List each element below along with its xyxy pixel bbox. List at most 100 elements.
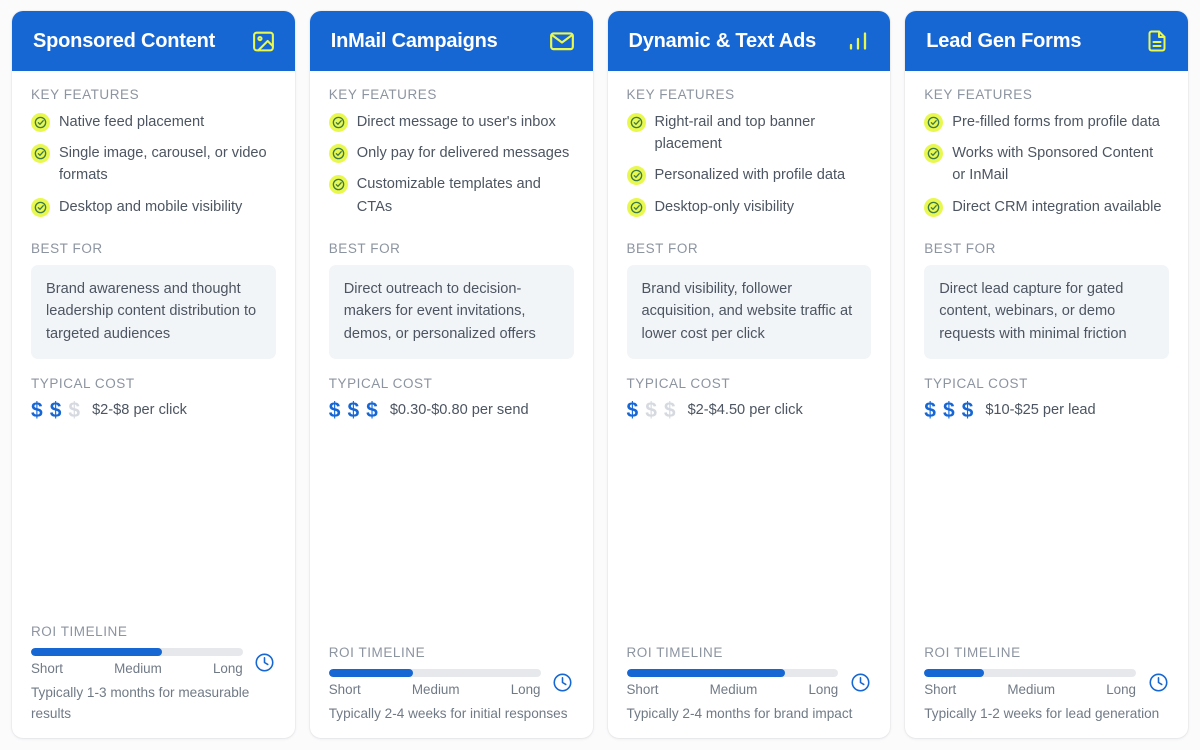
typical-cost-label: TYPICAL COST xyxy=(328,376,433,392)
best-for-text: Brand awareness and thought leadership c… xyxy=(31,264,276,360)
cost-rating: $ $ $ xyxy=(31,400,80,421)
roi-progress-fill xyxy=(924,668,984,677)
best-for-label: BEST FOR xyxy=(626,240,699,256)
card-title: Sponsored Content xyxy=(33,30,216,52)
roi-top: Short Medium Long xyxy=(31,648,276,676)
feature-item: Customizable templates and CTAs xyxy=(328,173,574,217)
check-circle-icon xyxy=(328,175,348,195)
roi-scale-medium: Medium xyxy=(709,681,758,697)
key-features-label: KEY FEATURES xyxy=(924,87,1033,102)
roi-scale-short: Short xyxy=(31,661,64,677)
roi-scale: Short Medium Long xyxy=(31,661,243,676)
feature-item: Single image, carousel, or video formats xyxy=(31,142,276,186)
card-title: Dynamic & Text Ads xyxy=(628,30,817,52)
cost-dollar-symbol: $ xyxy=(645,399,657,423)
bar-chart-icon xyxy=(846,28,872,54)
check-circle-icon xyxy=(924,144,944,164)
product-card: Dynamic & Text Ads KEY FEATURES Right-rail… xyxy=(607,11,891,738)
roi-progress-track xyxy=(626,668,839,677)
feature-item: Direct message to user's inbox xyxy=(328,111,574,133)
document-icon xyxy=(1144,28,1170,54)
check-circle-icon xyxy=(31,113,50,132)
card-body: KEY FEATURES Native feed placement Single … xyxy=(12,71,295,738)
check-circle-icon xyxy=(626,166,646,186)
features-list: Right-rail and top banner placement Perso… xyxy=(626,111,872,227)
cost-row: $ $ $ $0.30-$0.80 per send xyxy=(329,400,574,421)
cost-rating: $ $ $ xyxy=(924,400,973,421)
check-circle-icon xyxy=(924,113,944,132)
roi-timeline-label: ROI TIMELINE xyxy=(626,644,723,660)
roi-note: Typically 1-3 months for measurable resu… xyxy=(31,685,250,721)
roi-scale-long: Long xyxy=(808,681,839,697)
roi-meter: Short Medium Long xyxy=(328,668,541,697)
key-features-label: KEY FEATURES xyxy=(328,87,437,102)
clock-icon xyxy=(254,651,276,673)
cost-dollar-symbol: $ xyxy=(942,399,955,423)
check-circle-icon xyxy=(31,144,50,164)
feature-label: Direct CRM integration available xyxy=(952,198,1162,215)
roi-meter: Short Medium Long xyxy=(31,648,243,676)
cost-rating: $ $ $ xyxy=(627,400,676,421)
check-circle-icon xyxy=(626,113,646,132)
cost-range-text: $0.30-$0.80 per send xyxy=(389,402,529,419)
roi-block: ROI TIMELINE Short Medium Long Typically 1-3… xyxy=(31,624,276,724)
card-header: Lead Gen Forms xyxy=(905,11,1188,71)
cost-dollar-symbol: $ xyxy=(626,399,639,423)
cost-dollar-symbol: $ xyxy=(31,399,43,423)
roi-top: Short Medium Long xyxy=(328,668,574,697)
roi-scale-short: Short xyxy=(924,681,957,697)
typical-cost-label: TYPICAL COST xyxy=(924,376,1028,392)
clock-icon xyxy=(552,672,574,694)
cost-dollar-symbol: $ xyxy=(924,399,936,423)
roi-scale: Short Medium Long xyxy=(924,682,1136,697)
cost-range-text: $2-$4.50 per click xyxy=(687,402,803,419)
best-for-label: BEST FOR xyxy=(31,240,103,256)
key-features-label: KEY FEATURES xyxy=(31,87,140,102)
roi-meter: Short Medium Long xyxy=(924,668,1136,697)
features-list: Direct message to user's inbox Only pay f… xyxy=(328,111,574,227)
feature-label: Single image, carousel, or video formats xyxy=(59,145,267,184)
card-body: KEY FEATURES Right-rail and top banner pl… xyxy=(608,71,891,738)
card-header: InMail Campaigns xyxy=(309,11,593,71)
card-body: KEY FEATURES Direct message to user's inb… xyxy=(310,71,593,738)
feature-label: Native feed placement xyxy=(59,114,205,130)
roi-scale: Short Medium Long xyxy=(329,682,541,697)
feature-item: Right-rail and top banner placement xyxy=(626,111,872,155)
roi-note: Typically 2-4 weeks for initial response… xyxy=(328,705,568,721)
roi-timeline-label: ROI TIMELINE xyxy=(924,644,1021,660)
cost-dollar-symbol: $ xyxy=(961,399,974,423)
feature-label: Desktop and mobile visibility xyxy=(59,198,243,215)
cost-row: $ $ $ $2-$4.50 per click xyxy=(627,400,872,421)
roi-block: ROI TIMELINE Short Medium Long Typically 2-4… xyxy=(626,644,872,724)
feature-label: Works with Sponsored Content or InMail xyxy=(952,145,1154,184)
roi-progress-track xyxy=(924,668,1136,677)
roi-progress-track xyxy=(328,668,541,677)
feature-label: Pre-filled forms from profile data xyxy=(952,114,1160,130)
roi-progress-fill xyxy=(31,648,163,657)
card-header: Dynamic & Text Ads xyxy=(607,11,891,71)
card-title: InMail Campaigns xyxy=(330,30,498,52)
roi-timeline-label: ROI TIMELINE xyxy=(328,644,426,660)
feature-item: Works with Sponsored Content or InMail xyxy=(924,142,1169,186)
roi-top: Short Medium Long xyxy=(626,668,872,697)
feature-item: Direct CRM integration available xyxy=(924,196,1169,218)
clock-icon xyxy=(1147,672,1169,694)
card-title: Lead Gen Forms xyxy=(926,30,1082,52)
cost-dollar-symbol: $ xyxy=(347,399,360,423)
check-circle-icon xyxy=(328,113,348,132)
feature-item: Personalized with profile data xyxy=(626,164,872,186)
roi-scale: Short Medium Long xyxy=(627,682,839,697)
check-circle-icon xyxy=(626,197,646,217)
roi-progress-fill xyxy=(328,668,414,677)
feature-label: Direct message to user's inbox xyxy=(356,114,556,130)
best-for-label: BEST FOR xyxy=(924,240,996,256)
roi-scale-short: Short xyxy=(328,681,361,697)
check-circle-icon xyxy=(328,144,348,164)
image-icon xyxy=(251,28,277,54)
cost-rating: $ $ $ xyxy=(329,400,378,421)
features-list: Pre-filled forms from profile data Works … xyxy=(924,111,1169,227)
product-card: Lead Gen Forms KEY FEATURES Pre-filled for… xyxy=(905,11,1188,738)
best-for-text: Direct outreach to decision-makers for e… xyxy=(328,264,574,360)
roi-top: Short Medium Long xyxy=(924,668,1169,697)
